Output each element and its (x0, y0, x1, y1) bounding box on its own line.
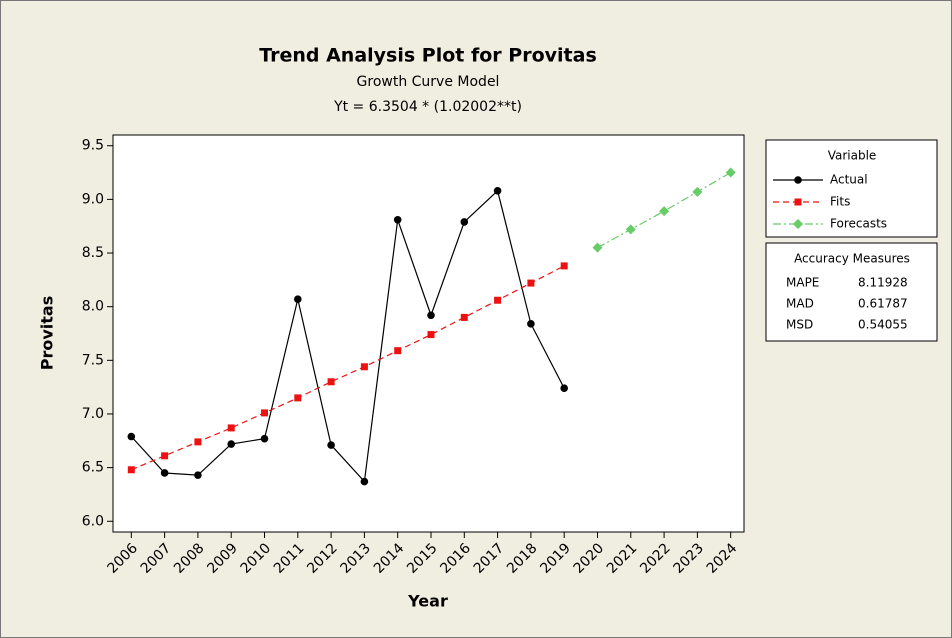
legend-title: Variable (828, 149, 877, 163)
y-tick-label: 6.5 (82, 460, 104, 476)
y-tick-label: 8.5 (82, 245, 104, 261)
point (394, 347, 402, 355)
series-line (130, 189, 565, 483)
point (327, 378, 335, 386)
point (160, 469, 169, 477)
point (260, 434, 269, 443)
point (494, 296, 502, 304)
chart-subtitle: Growth Curve Model (357, 74, 500, 90)
y-tick-label: 9.5 (82, 138, 104, 154)
y-tick-label: 9.0 (82, 191, 104, 207)
equation: Yt = 6.3504 * (1.02002**t) (333, 99, 522, 115)
accuracy-box (765, 242, 938, 342)
accuracy-title: Accuracy Measures (794, 252, 910, 266)
accuracy-name: MAPE (786, 276, 819, 290)
legend-label: Fits (830, 195, 850, 209)
point (527, 320, 535, 328)
legend-label: Forecasts (830, 217, 887, 231)
point (560, 384, 568, 393)
point (527, 279, 535, 287)
legend-box (765, 139, 938, 238)
point (161, 452, 169, 460)
y-tick-label: 7.0 (82, 406, 104, 422)
point (427, 331, 435, 339)
point (194, 471, 202, 479)
point (692, 186, 703, 197)
point (460, 313, 468, 321)
point (327, 441, 335, 449)
accuracy-value: 0.61787 (858, 297, 908, 311)
x-axis-label: Year (407, 592, 448, 611)
point (127, 466, 135, 474)
point (294, 295, 302, 303)
point (393, 215, 402, 224)
chart-title: Trend Analysis Plot for Provitas (259, 45, 597, 67)
y-axis-label: Provitas (38, 296, 57, 371)
point (127, 432, 136, 441)
accuracy-name: MAD (786, 297, 814, 311)
point (360, 477, 369, 486)
y-tick-label: 7.5 (82, 352, 104, 368)
point (460, 218, 469, 226)
y-tick-label: 8.0 (82, 299, 104, 315)
point (659, 206, 670, 217)
accuracy-name: MSD (786, 318, 813, 332)
legend-marker (793, 219, 803, 229)
point (227, 424, 235, 432)
accuracy-value: 8.11928 (858, 276, 908, 290)
point (592, 242, 603, 253)
legend-marker (794, 198, 802, 206)
point (360, 363, 368, 371)
point (625, 224, 636, 235)
point (560, 262, 568, 270)
point (194, 438, 202, 446)
point (261, 409, 269, 417)
point (294, 394, 302, 402)
point (493, 186, 502, 195)
legend-label: Actual (830, 173, 868, 187)
y-tick-label: 6.0 (82, 513, 104, 529)
legend-marker (794, 176, 802, 184)
point (725, 167, 736, 178)
point (227, 440, 236, 448)
point (427, 311, 435, 320)
accuracy-value: 0.54055 (858, 318, 908, 332)
